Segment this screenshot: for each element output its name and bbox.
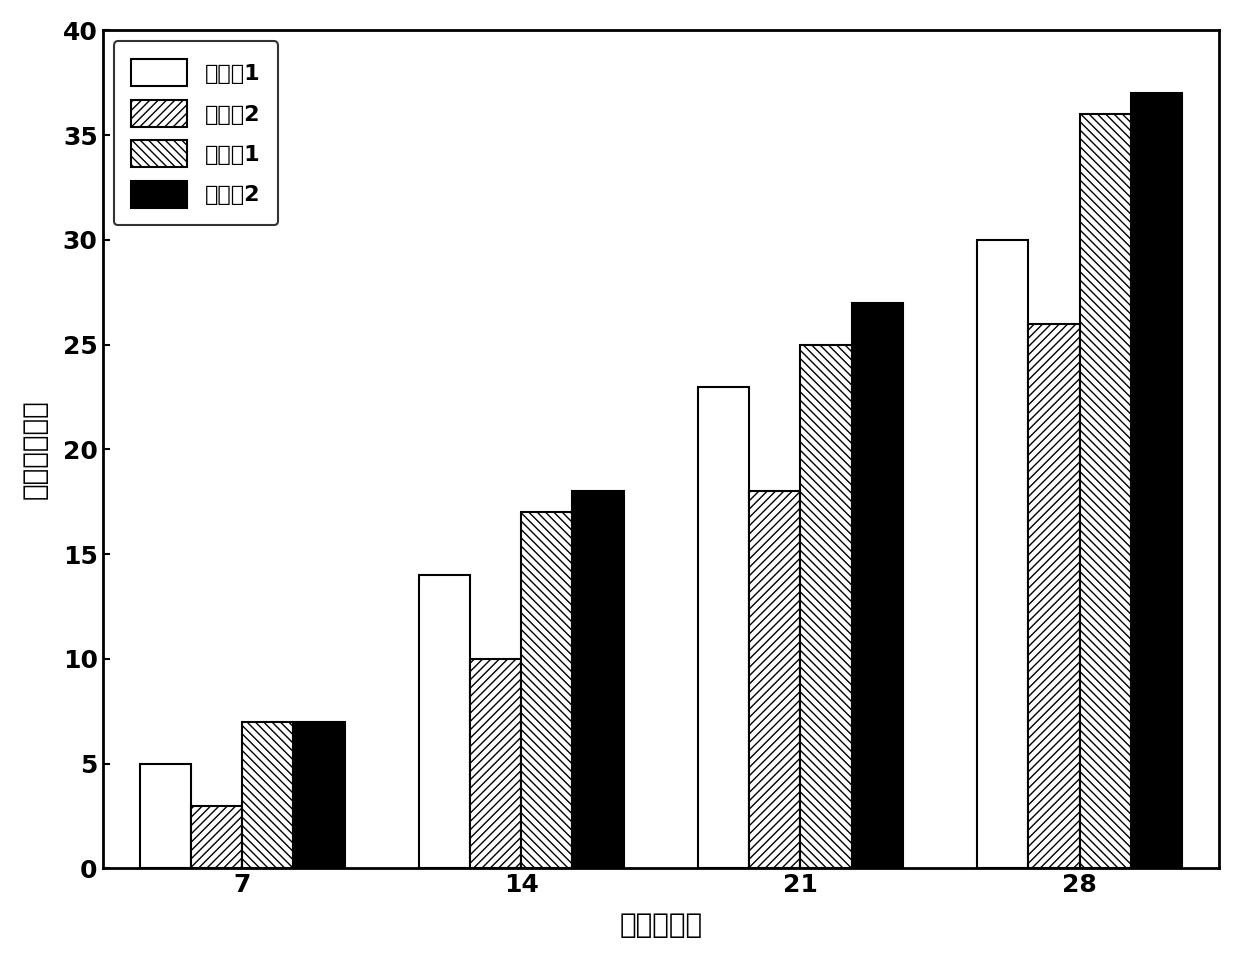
Bar xyxy=(294,722,345,869)
X-axis label: 时间（天）: 时间（天） xyxy=(619,911,702,939)
Bar xyxy=(1080,114,1131,869)
Bar xyxy=(419,575,470,869)
Bar xyxy=(1028,324,1080,869)
Bar xyxy=(1131,93,1182,869)
Bar xyxy=(801,345,852,869)
Bar xyxy=(698,387,749,869)
Bar xyxy=(140,763,191,869)
Bar xyxy=(852,302,903,869)
Bar xyxy=(470,659,521,869)
Legend: 对比例1, 对比例2, 实施例1, 实施例2: 对比例1, 对比例2, 实施例1, 实施例2 xyxy=(114,41,278,226)
Y-axis label: 叶片数（个）: 叶片数（个） xyxy=(21,399,48,499)
Bar xyxy=(191,805,242,869)
Bar xyxy=(521,513,573,869)
Bar xyxy=(573,492,624,869)
Bar xyxy=(242,722,294,869)
Bar xyxy=(749,492,801,869)
Bar xyxy=(977,240,1028,869)
